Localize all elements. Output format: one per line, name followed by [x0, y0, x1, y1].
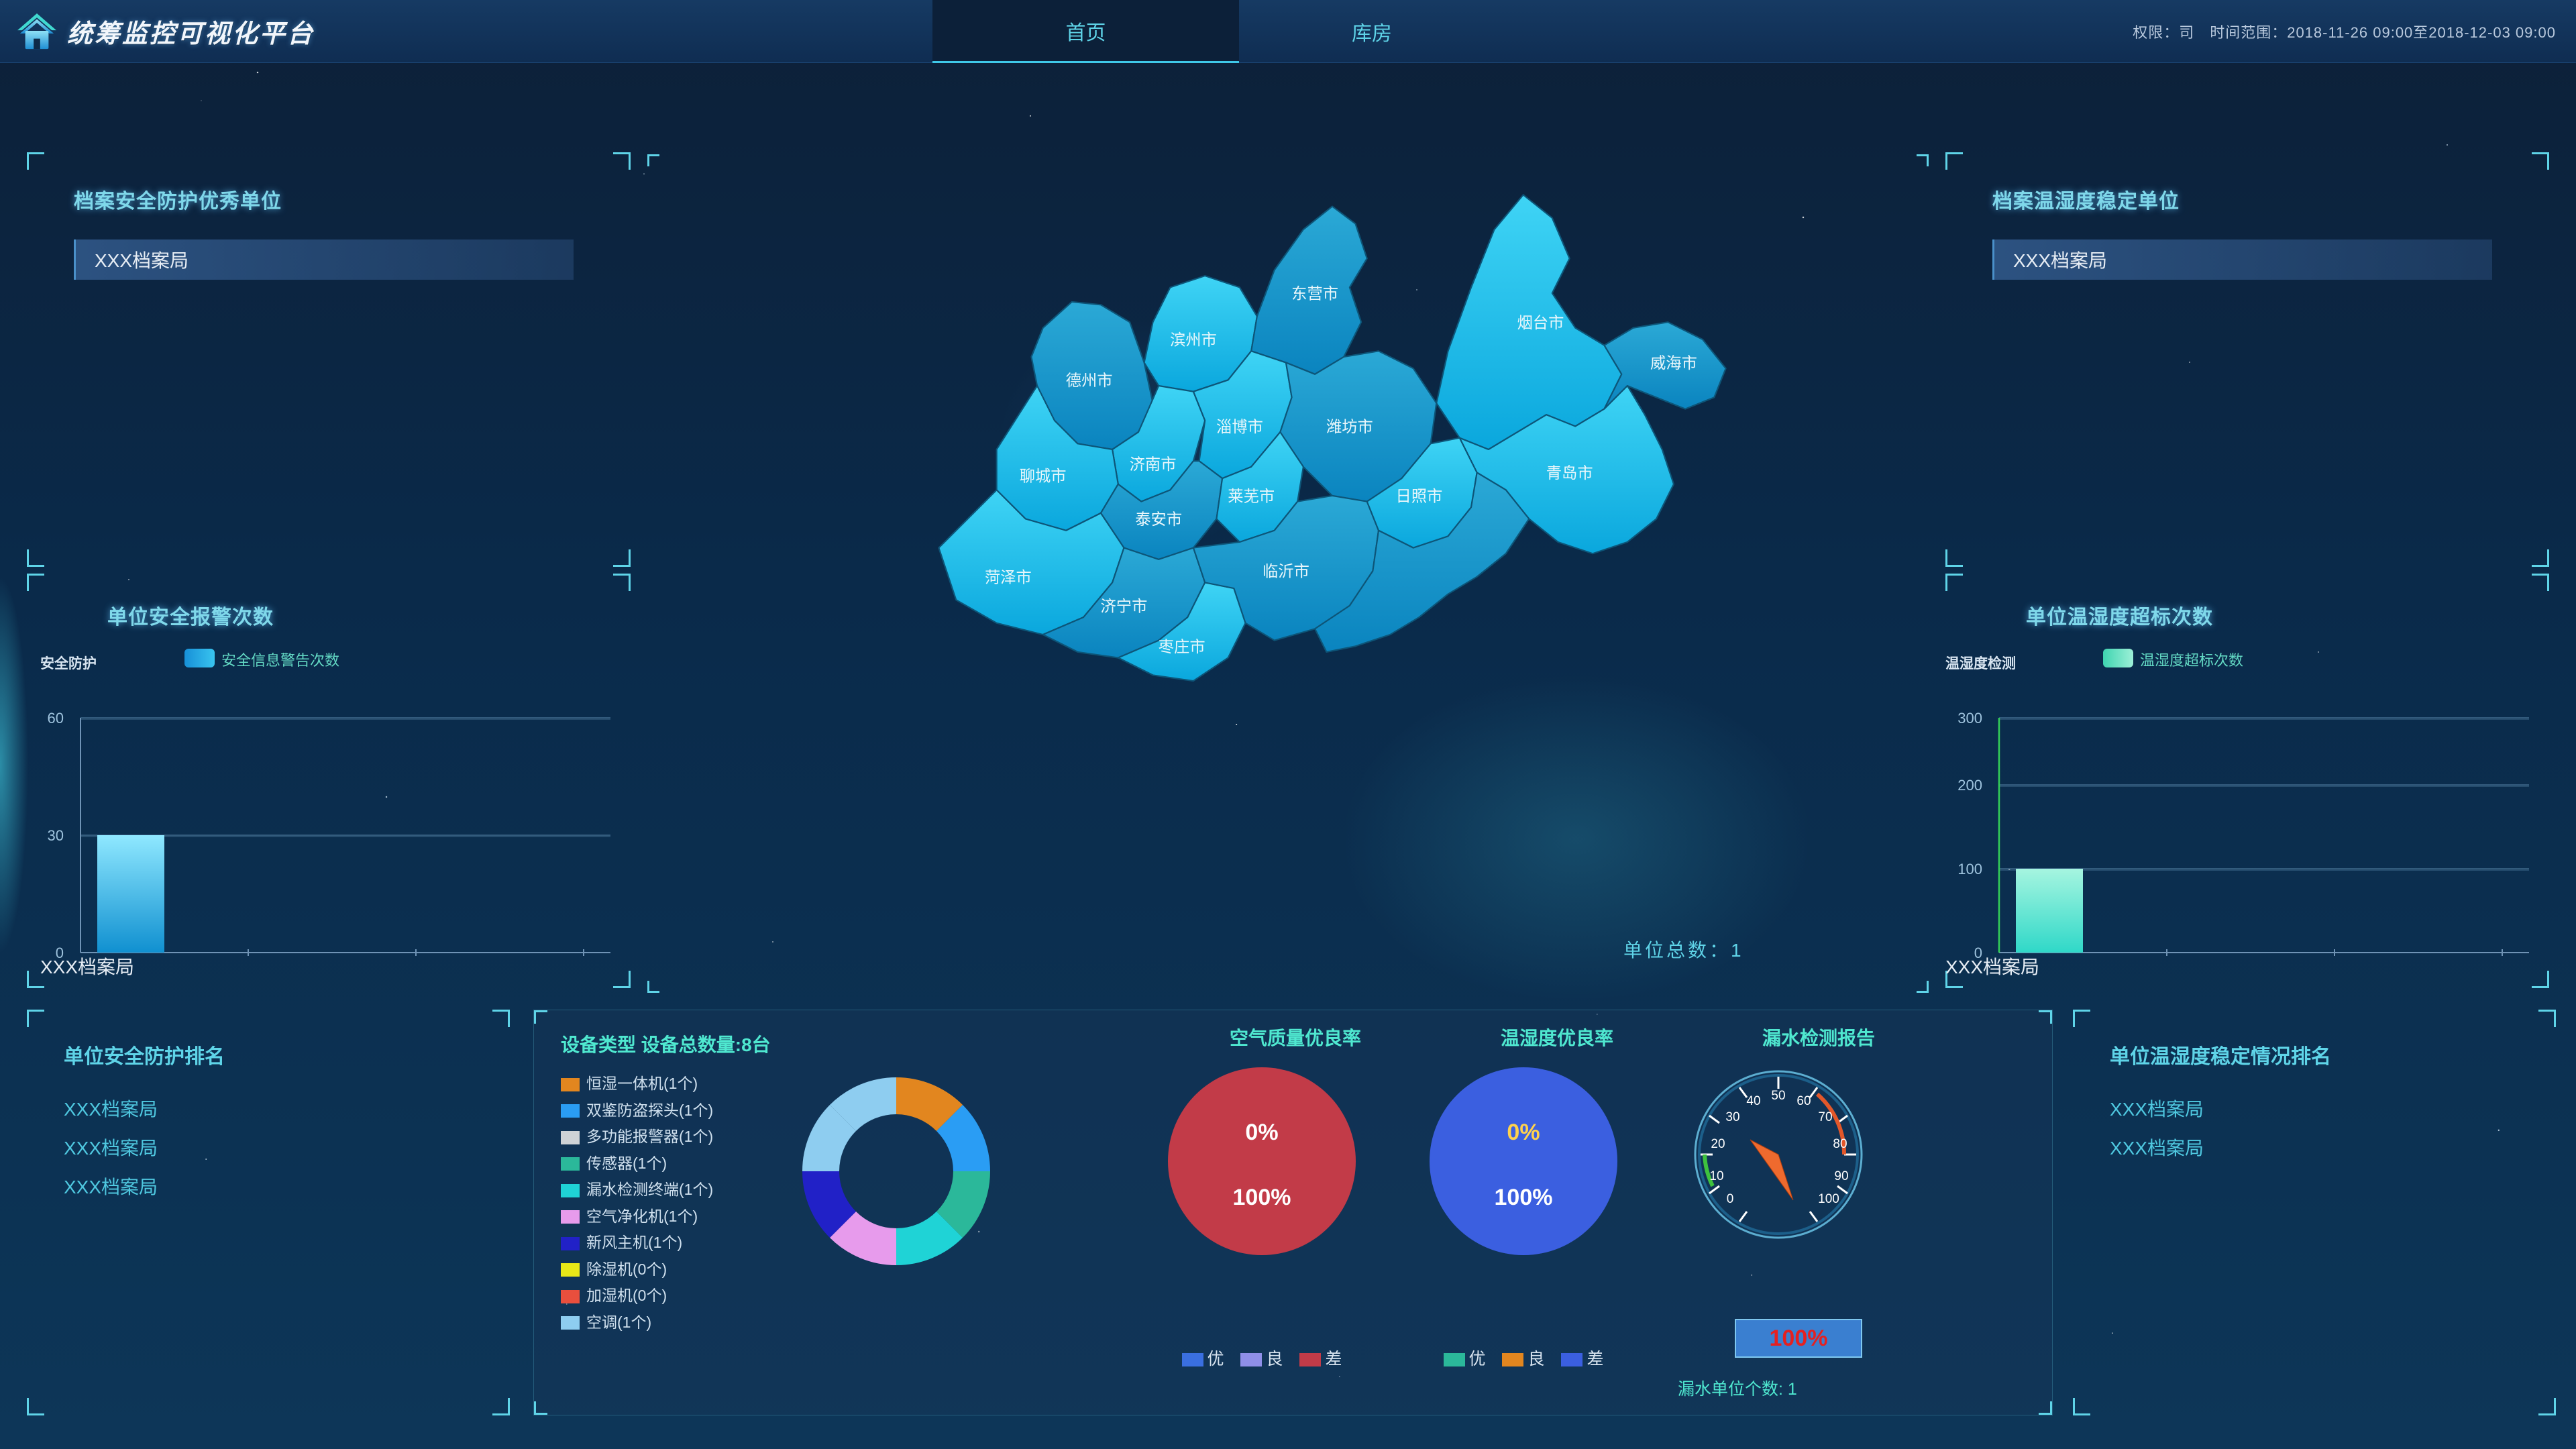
svg-text:80: 80 — [1833, 1137, 1847, 1151]
svg-text:济宁市: 济宁市 — [1101, 598, 1148, 615]
svg-text:济南市: 济南市 — [1130, 455, 1177, 473]
svg-text:泰安市: 泰安市 — [1135, 511, 1182, 528]
svg-text:30: 30 — [48, 827, 64, 844]
svg-text:90: 90 — [1834, 1169, 1848, 1183]
svg-text:50: 50 — [1771, 1089, 1785, 1103]
svg-text:100%: 100% — [1495, 1185, 1553, 1210]
svg-text:莱芜市: 莱芜市 — [1228, 488, 1275, 505]
svg-text:烟台市: 烟台市 — [1517, 314, 1564, 331]
svg-text:20: 20 — [1711, 1137, 1725, 1151]
svg-text:滨州市: 滨州市 — [1170, 331, 1217, 349]
svg-text:300: 300 — [1957, 710, 1982, 727]
svg-text:临沂市: 临沂市 — [1263, 563, 1309, 580]
svg-text:0: 0 — [1727, 1192, 1734, 1206]
svg-text:聊城市: 聊城市 — [1020, 467, 1067, 484]
svg-text:60: 60 — [1796, 1094, 1811, 1108]
svg-text:日照市: 日照市 — [1395, 488, 1442, 505]
svg-text:德州市: 德州市 — [1066, 372, 1113, 389]
svg-text:40: 40 — [1746, 1094, 1760, 1108]
svg-text:60: 60 — [48, 710, 64, 727]
svg-text:100: 100 — [1957, 861, 1982, 877]
svg-text:0%: 0% — [1507, 1120, 1540, 1145]
svg-text:100%: 100% — [1233, 1185, 1291, 1210]
svg-text:10: 10 — [1709, 1169, 1723, 1183]
svg-text:东营市: 东营市 — [1291, 285, 1338, 303]
svg-text:70: 70 — [1818, 1110, 1832, 1124]
svg-text:30: 30 — [1725, 1110, 1739, 1124]
svg-text:100: 100 — [1818, 1192, 1839, 1206]
svg-text:青岛市: 青岛市 — [1546, 464, 1593, 482]
svg-text:菏泽市: 菏泽市 — [985, 568, 1032, 586]
svg-text:枣庄市: 枣庄市 — [1159, 638, 1205, 655]
svg-text:潍坊市: 潍坊市 — [1326, 418, 1373, 435]
svg-text:200: 200 — [1957, 777, 1982, 794]
svg-text:0%: 0% — [1245, 1120, 1278, 1145]
svg-text:淄博市: 淄博市 — [1216, 418, 1263, 435]
svg-text:威海市: 威海市 — [1650, 354, 1697, 372]
